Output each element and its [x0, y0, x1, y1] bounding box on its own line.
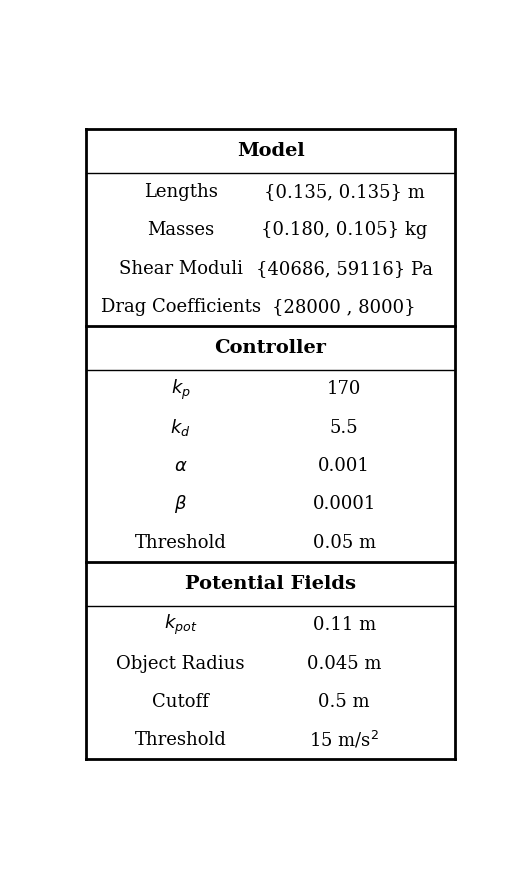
Text: 0.05 m: 0.05 m [313, 533, 376, 552]
Text: 0.001: 0.001 [318, 457, 370, 475]
Text: Threshold: Threshold [135, 533, 227, 552]
Text: Masses: Masses [147, 222, 214, 239]
Text: Potential Fields: Potential Fields [185, 575, 356, 593]
Text: {28000 , 8000}: {28000 , 8000} [272, 298, 416, 316]
Text: 0.0001: 0.0001 [313, 496, 376, 513]
Text: 15 m/s$^2$: 15 m/s$^2$ [309, 730, 379, 751]
Text: Model: Model [237, 142, 305, 159]
Text: Cutoff: Cutoff [152, 693, 209, 711]
Text: Object Radius: Object Radius [116, 654, 245, 673]
Text: Lengths: Lengths [144, 183, 218, 201]
Text: Controller: Controller [214, 339, 327, 357]
Text: $\alpha$: $\alpha$ [174, 457, 187, 475]
Text: {0.180, 0.105} kg: {0.180, 0.105} kg [261, 222, 428, 239]
Text: Threshold: Threshold [135, 731, 227, 749]
Text: Shear Moduli: Shear Moduli [119, 259, 242, 278]
Text: 5.5: 5.5 [330, 419, 359, 437]
Text: 0.11 m: 0.11 m [313, 616, 376, 634]
Text: {40686, 59116} Pa: {40686, 59116} Pa [256, 259, 433, 278]
Text: 170: 170 [327, 380, 362, 399]
Text: 0.5 m: 0.5 m [318, 693, 370, 711]
Text: {0.135, 0.135} m: {0.135, 0.135} m [264, 183, 425, 201]
Text: 0.045 m: 0.045 m [307, 654, 382, 673]
Text: $k_p$: $k_p$ [171, 378, 191, 401]
Text: $\beta$: $\beta$ [174, 493, 187, 515]
Text: Drag Coefficients: Drag Coefficients [100, 298, 261, 316]
Text: $k_d$: $k_d$ [171, 417, 191, 438]
Text: $k_{pot}$: $k_{pot}$ [164, 613, 197, 638]
